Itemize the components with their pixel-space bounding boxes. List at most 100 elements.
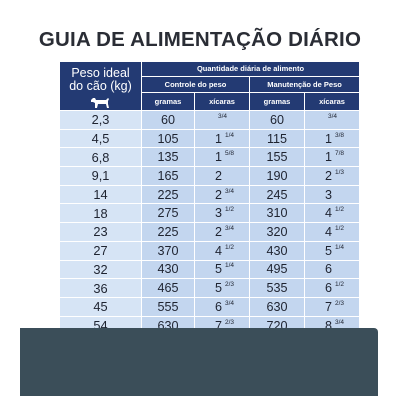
weight-cell: 2,3 xyxy=(60,110,142,129)
cups-control-cell-fraction: 3/4 xyxy=(225,299,235,307)
grams-maintenance-cell: 60 xyxy=(250,110,305,129)
cups-control-cell-value: 1 xyxy=(215,131,223,146)
cups-control-cell-fraction: 3/4 xyxy=(218,112,228,120)
grams-control-cell: 225 xyxy=(142,222,195,241)
daily-amount-header: Quantidade diária de alimento xyxy=(142,62,360,77)
cups-maintenance-cell: 6 xyxy=(305,259,360,279)
cups-maintenance-cell-fraction: 2/3 xyxy=(335,299,345,307)
weight-cell-value: 4,5 xyxy=(91,131,110,147)
cups-maintenance-cell-value: 5 xyxy=(325,243,333,258)
cups-maintenance-cell-value: 1 xyxy=(325,131,333,146)
weight-cell: 36 xyxy=(60,278,142,297)
grams-control-cell: 165 xyxy=(142,166,195,185)
grams-control-cell-value: 60 xyxy=(160,112,175,127)
cups-maintenance-cell: 3 xyxy=(305,184,360,204)
grams-control-cell: 465 xyxy=(142,278,195,297)
grams-header-control: gramas xyxy=(142,93,195,110)
grams-control-cell-value: 225 xyxy=(157,187,179,202)
grams-maintenance-cell-value: 155 xyxy=(266,150,288,165)
cups-header-maintenance: xícaras xyxy=(305,93,360,110)
weight-cell: 45 xyxy=(60,296,142,316)
cups-maintenance-cell-fraction: 3/4 xyxy=(328,112,338,120)
grams-header-maintenance: gramas xyxy=(250,93,305,110)
weight-control-header: Controle do peso xyxy=(142,77,250,93)
weight-header: Peso ideal do cão (kg) xyxy=(60,62,142,110)
cups-control-cell: 2 3/4 xyxy=(195,222,250,241)
cups-maintenance-cell-fraction: 7/8 xyxy=(335,150,345,158)
grams-control-cell-value: 165 xyxy=(157,168,179,183)
page-title: GUIA DE ALIMENTAÇÃO DIÁRIO xyxy=(38,28,362,51)
cups-maintenance-cell-value: 3 xyxy=(325,187,333,202)
cups-maintenance-cell-fraction: 1/3 xyxy=(335,168,345,176)
cups-control-cell-value: 2 xyxy=(215,224,223,239)
grams-maintenance-cell-value: 60 xyxy=(269,112,284,127)
grams-control-cell-value: 275 xyxy=(157,206,179,221)
cups-control-cell: 5 1/4 xyxy=(195,259,250,279)
grams-control-cell: 135 xyxy=(142,147,195,167)
table-row: 36 465 5 2/3 535 6 1/2 xyxy=(60,278,360,297)
grams-maintenance-cell: 310 xyxy=(250,203,305,223)
grams-control-cell: 105 xyxy=(142,128,195,148)
cups-maintenance-cell-fraction: 1/2 xyxy=(335,206,345,214)
cups-maintenance-cell: 2 1/3 xyxy=(305,166,360,185)
grams-control-cell: 275 xyxy=(142,203,195,223)
cups-maintenance-cell-value: 2 xyxy=(325,168,333,183)
grams-control-cell-value: 430 xyxy=(157,262,179,277)
cups-maintenance-cell-fraction: 1/2 xyxy=(335,224,345,232)
cups-control-cell: 1 5/8 xyxy=(195,147,250,167)
grams-maintenance-cell-value: 190 xyxy=(266,168,288,183)
grams-maintenance-cell: 320 xyxy=(250,222,305,241)
weight-header-line1: Peso ideal xyxy=(71,66,130,80)
cups-maintenance-cell: 5 1/4 xyxy=(305,240,360,260)
grams-maintenance-cell: 495 xyxy=(250,259,305,279)
cups-control-cell: 3 1/2 xyxy=(195,203,250,223)
weight-cell-value: 6,8 xyxy=(91,149,110,165)
cups-maintenance-cell: 4 1/2 xyxy=(305,203,360,223)
weight-header-line2: do cão (kg) xyxy=(69,79,132,93)
cups-header-control: xícaras xyxy=(195,93,250,110)
grams-maintenance-cell-value: 630 xyxy=(266,299,288,314)
grams-control-cell-value: 105 xyxy=(157,131,179,146)
cups-control-cell-value: 5 xyxy=(215,262,223,277)
grams-maintenance-cell: 430 xyxy=(250,240,305,260)
weight-cell: 14 xyxy=(60,184,142,204)
cups-control-cell: 3/4 xyxy=(195,110,250,129)
grams-maintenance-cell-value: 245 xyxy=(266,187,288,202)
table-row: 6,8 135 1 5/8 155 1 7/8 xyxy=(60,147,360,167)
grams-maintenance-cell: 535 xyxy=(250,278,305,297)
cups-control-cell-value: 2 xyxy=(215,187,223,202)
feeding-table: Peso ideal do cão (kg) Quantidade diária… xyxy=(60,62,360,335)
cups-maintenance-cell-fraction: 1/4 xyxy=(335,243,345,251)
grams-maintenance-cell-value: 115 xyxy=(266,131,288,146)
grams-control-cell: 430 xyxy=(142,259,195,279)
cups-control-cell: 2 3/4 xyxy=(195,184,250,204)
cups-control-cell-value: 4 xyxy=(215,243,223,258)
weight-cell: 32 xyxy=(60,259,142,279)
cups-control-cell-value: 7 xyxy=(215,318,223,333)
weight-cell-value: 18 xyxy=(93,205,108,221)
cups-maintenance-cell-value: 8 xyxy=(325,318,333,333)
cups-control-cell-fraction: 5/8 xyxy=(225,150,235,158)
weight-cell-value: 32 xyxy=(93,261,108,277)
grams-maintenance-cell-value: 535 xyxy=(266,281,288,296)
grams-maintenance-cell: 155 xyxy=(250,147,305,167)
cups-control-cell: 6 3/4 xyxy=(195,296,250,316)
grams-maintenance-cell: 190 xyxy=(250,166,305,185)
cups-maintenance-cell-value: 6 xyxy=(325,281,333,296)
table-row: 14 225 2 3/4 245 3 xyxy=(60,184,360,204)
grams-maintenance-cell-value: 430 xyxy=(266,243,288,258)
weight-cell-value: 23 xyxy=(93,224,108,240)
cups-control-cell-fraction: 1/4 xyxy=(225,131,235,139)
table-row: 45 555 6 3/4 630 7 2/3 xyxy=(60,296,360,316)
bottom-banner xyxy=(20,328,378,396)
cups-control-cell-value: 3 xyxy=(215,206,223,221)
cups-maintenance-cell-value: 1 xyxy=(325,150,333,165)
cups-control-cell-fraction: 1/2 xyxy=(225,243,235,251)
dog-icon xyxy=(90,98,109,108)
grams-control-cell: 555 xyxy=(142,296,195,316)
grams-maintenance-cell: 630 xyxy=(250,296,305,316)
weight-cell-value: 36 xyxy=(93,280,108,296)
cups-control-cell-fraction: 2/3 xyxy=(225,281,235,289)
weight-maintenance-header: Manutenção de Peso xyxy=(250,77,360,93)
grams-control-cell-value: 135 xyxy=(157,150,179,165)
